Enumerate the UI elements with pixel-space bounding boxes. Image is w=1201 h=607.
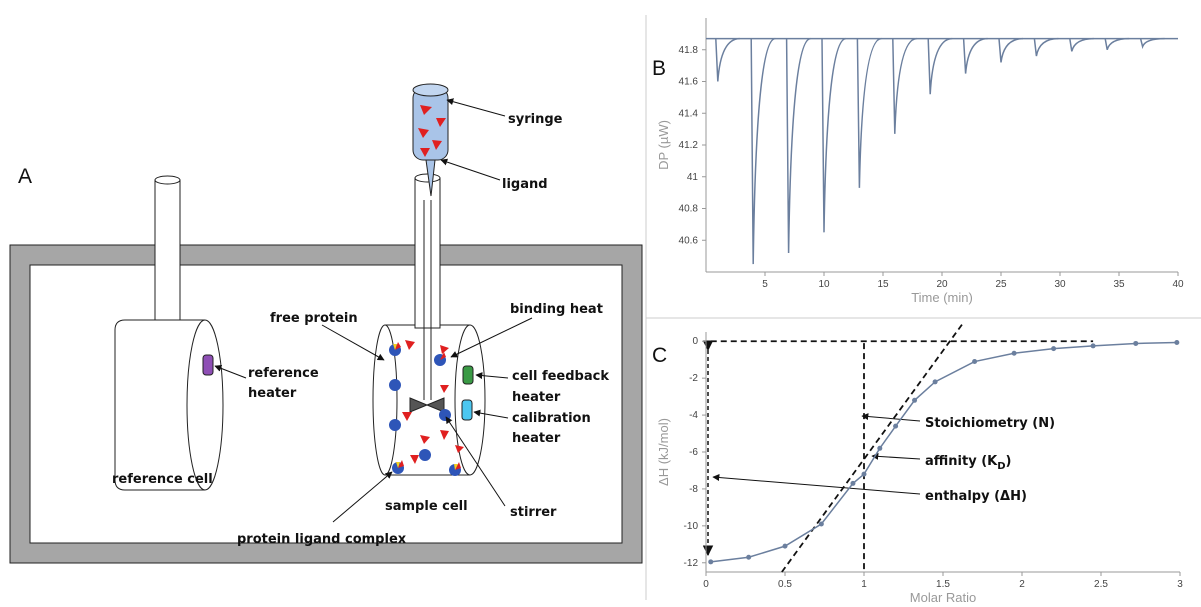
data-point <box>746 554 752 560</box>
injection-peak <box>962 37 988 74</box>
diagram-label: free protein <box>270 311 358 326</box>
diagram-label: protein ligand complex <box>237 532 407 547</box>
y-tick-label: -2 <box>689 373 698 384</box>
x-tick-label: 35 <box>1113 279 1125 290</box>
x-tick-label: 5 <box>762 279 768 290</box>
y-tick-label: 0 <box>692 336 698 347</box>
data-point <box>818 521 824 527</box>
data-point <box>861 471 867 477</box>
diagram-label: sample cell <box>385 499 468 514</box>
x-axis-title: Molar Ratio <box>910 590 976 605</box>
y-tick-label: 40.6 <box>679 235 699 246</box>
x-axis-title: Time (min) <box>911 290 973 305</box>
panel-label: A <box>18 165 32 188</box>
data-point <box>782 543 788 549</box>
data-point <box>932 379 938 385</box>
annotation: enthalpy (ΔH) <box>925 489 1027 504</box>
x-tick-label: 0.5 <box>778 579 792 590</box>
x-tick-label: 1 <box>861 579 867 590</box>
data-point <box>912 397 918 403</box>
y-tick-label: 41.2 <box>679 140 699 151</box>
data-point <box>1133 340 1139 346</box>
y-tick-label: 41.8 <box>679 45 699 56</box>
diagram-label: reference cell <box>112 472 213 487</box>
diagram-label: cell feedback heater <box>512 369 609 405</box>
y-axis-title: ΔH (kJ/mol) <box>656 418 671 486</box>
y-axis-title: DP (µW) <box>656 120 671 170</box>
x-tick-label: 15 <box>877 279 889 290</box>
diagram: A syringe ligand free protein binding he… <box>9 83 643 564</box>
fit-line <box>710 341 1177 563</box>
data-point <box>1011 350 1017 356</box>
label-arrows <box>214 98 533 523</box>
injection-peak <box>785 37 811 253</box>
annotation: affinity (KD) <box>925 454 1011 472</box>
x-tick-label: 2.5 <box>1094 579 1108 590</box>
injection-peak <box>1104 37 1130 50</box>
y-tick-label: -4 <box>689 410 698 421</box>
injection-peak <box>821 37 847 233</box>
panel-label: C <box>652 344 667 367</box>
y-tick-label: -6 <box>689 447 698 458</box>
molecules <box>389 105 464 476</box>
annotation: Stoichiometry (N) <box>925 416 1055 431</box>
injection-peak <box>998 37 1024 63</box>
x-tick-label: 10 <box>818 279 830 290</box>
data-point <box>1174 340 1180 346</box>
x-tick-label: 30 <box>1054 279 1066 290</box>
reference-cell-shape <box>114 175 224 491</box>
diagram-label: calibration heater <box>512 411 591 446</box>
reference-line <box>781 324 963 573</box>
diagram-label: binding heat <box>510 302 603 317</box>
injection-peak <box>715 37 740 82</box>
data-point <box>893 423 899 429</box>
y-tick-label: -12 <box>684 558 699 569</box>
x-tick-label: 25 <box>995 279 1007 290</box>
data-point <box>972 359 978 365</box>
panel-label: B <box>652 57 666 80</box>
x-tick-label: 1.5 <box>936 579 950 590</box>
injection-peak <box>856 37 882 188</box>
data-point <box>850 480 856 486</box>
y-tick-label: 41.6 <box>679 77 699 88</box>
data-point <box>1051 346 1057 352</box>
y-tick-label: 41 <box>687 172 699 183</box>
x-tick-label: 40 <box>1172 279 1184 290</box>
diagram-label: syringe <box>508 112 563 127</box>
y-tick-label: -8 <box>689 484 698 495</box>
injection-peak <box>1069 37 1094 52</box>
x-tick-label: 2 <box>1019 579 1025 590</box>
x-tick-label: 20 <box>936 279 948 290</box>
y-tick-label: 40.8 <box>679 204 699 215</box>
y-tick-label: -10 <box>684 521 699 532</box>
diagram-label: reference heater <box>248 366 319 401</box>
x-tick-label: 3 <box>1177 579 1183 590</box>
injection-peak <box>1033 37 1059 57</box>
injection-peak <box>927 37 953 95</box>
injection-peak <box>750 37 776 265</box>
data-point <box>877 445 883 451</box>
diagram-label: stirrer <box>510 505 557 520</box>
injection-peak <box>892 37 917 134</box>
data-point <box>1090 343 1096 349</box>
annotation-arrows <box>712 413 921 495</box>
injection-peak <box>1139 37 1165 50</box>
x-tick-label: 0 <box>703 579 709 590</box>
y-tick-label: 41.4 <box>679 108 699 119</box>
diagram-label: ligand <box>502 177 548 192</box>
data-point <box>708 559 714 565</box>
